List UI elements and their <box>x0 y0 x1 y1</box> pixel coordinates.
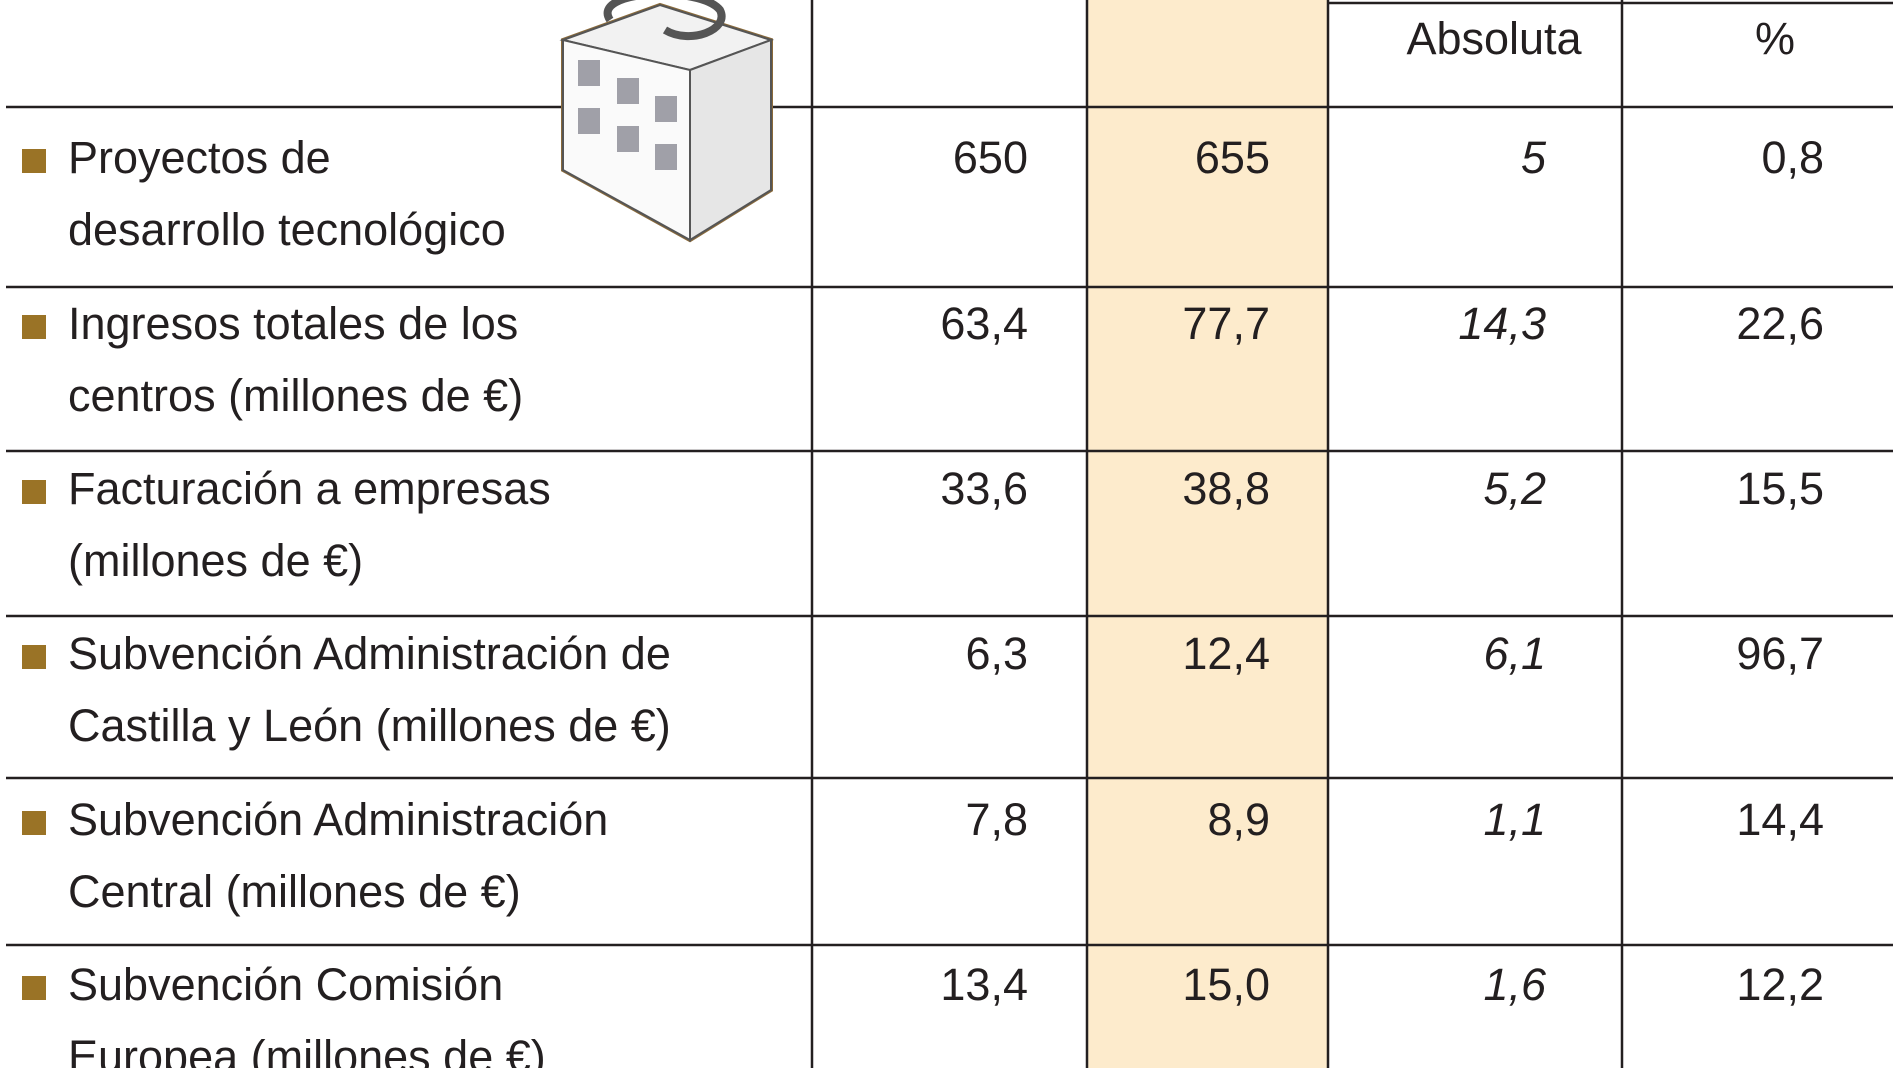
cell-value: 5,2 <box>1483 463 1546 514</box>
cell-value: 1,1 <box>1483 794 1546 845</box>
cell-value: 33,6 <box>940 463 1028 514</box>
cell-value: 5 <box>1521 132 1547 183</box>
cell-value: 14,4 <box>1736 794 1824 845</box>
row-label: Facturación a empresas <box>68 463 551 514</box>
bullet <box>22 315 46 339</box>
cell-value: 6,1 <box>1483 628 1546 679</box>
row-label: Ingresos totales de los <box>68 298 518 349</box>
bullet <box>22 976 46 1000</box>
row-label: Castilla y León (millones de €) <box>68 700 671 751</box>
cell-value: 63,4 <box>940 298 1028 349</box>
cell-value: 77,7 <box>1182 298 1270 349</box>
cell-value: 13,4 <box>940 959 1028 1010</box>
cell-value: 7,8 <box>965 794 1028 845</box>
row-label: desarrollo tecnológico <box>68 204 506 255</box>
cell-value: 15,5 <box>1736 463 1824 514</box>
cell-value: 1,6 <box>1483 959 1547 1010</box>
header-label: Absoluta <box>1406 13 1582 64</box>
cell-value: 8,9 <box>1207 794 1270 845</box>
row-label: Central (millones de €) <box>68 866 521 917</box>
row-label: Europea (millones de €) <box>68 1031 546 1068</box>
cell-value: 12,4 <box>1182 628 1270 679</box>
row-label: Subvención Comisión <box>68 959 503 1010</box>
cell-value: 14,3 <box>1458 298 1546 349</box>
cell-value: 650 <box>953 132 1028 183</box>
row-label: (millones de €) <box>68 535 363 586</box>
building-icon <box>559 0 775 243</box>
cell-value: 22,6 <box>1736 298 1824 349</box>
row-label: Proyectos de <box>68 132 331 183</box>
row-label: Subvención Administración de <box>68 628 671 679</box>
header-label: % <box>1755 13 1795 64</box>
bullet <box>22 149 46 173</box>
cell-value: 0,8 <box>1761 132 1824 183</box>
cell-value: 12,2 <box>1736 959 1824 1010</box>
bullet <box>22 645 46 669</box>
bullet <box>22 811 46 835</box>
cell-value: 96,7 <box>1736 628 1824 679</box>
cell-value: 38,8 <box>1182 463 1270 514</box>
grid <box>6 0 1893 1068</box>
cell-value: 655 <box>1195 132 1270 183</box>
cell-value: 6,3 <box>965 628 1028 679</box>
row-label: centros (millones de €) <box>68 370 523 421</box>
cell-value: 15,0 <box>1182 959 1270 1010</box>
highlight-column <box>1087 0 1328 1068</box>
bullet <box>22 480 46 504</box>
row-label: Subvención Administración <box>68 794 608 845</box>
